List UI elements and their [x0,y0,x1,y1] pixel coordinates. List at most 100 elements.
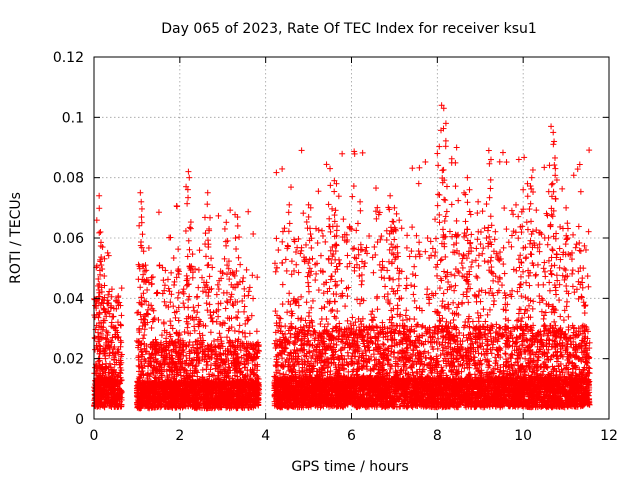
data-point [118,339,125,346]
data-point [411,263,418,270]
data-point [111,403,118,410]
data-point [224,299,231,306]
data-point [216,330,223,337]
data-point [213,291,220,298]
data-point [102,399,109,406]
data-point [359,277,366,284]
data-point [215,286,222,293]
data-point [491,297,498,304]
data-point [105,299,112,306]
data-point [149,274,156,281]
data-point [315,188,322,195]
data-point [513,201,520,208]
data-point [164,276,171,283]
data-point [403,275,410,282]
data-point [173,202,180,209]
data-point [313,225,320,232]
data-point [103,313,110,320]
data-point [235,308,242,315]
data-point [115,294,122,301]
data-point [155,209,162,216]
data-point [105,252,112,259]
data-point [491,236,498,243]
data-point [175,289,182,296]
data-point [109,349,116,356]
data-point [114,373,121,380]
data-point [308,244,315,251]
data-point [523,219,530,226]
data-point [99,372,106,379]
data-point [541,234,548,241]
data-point [101,306,108,313]
data-point [250,295,257,302]
data-point [413,304,420,311]
data-point [246,284,253,291]
data-point [195,266,202,273]
data-point [168,269,175,276]
data-point [118,353,125,360]
data-point [317,252,324,259]
data-point [103,365,110,372]
data-point [160,277,167,284]
data-point [411,283,418,290]
data-point [409,271,416,278]
data-point [584,273,591,280]
data-point [170,254,177,261]
data-point [92,302,99,309]
data-point [191,327,198,334]
data-point [98,399,105,406]
data-point [108,319,115,326]
data-point [245,208,252,215]
data-point [161,282,168,289]
data-point [353,227,360,234]
data-point [245,292,252,299]
data-point [359,149,366,156]
data-point [195,284,202,291]
data-point [451,272,458,279]
data-point [113,305,120,312]
data-point [115,302,122,309]
data-point [91,334,98,341]
data-point [96,336,103,343]
data-point [104,249,111,256]
data-point [241,308,248,315]
data-point [502,350,509,357]
data-point [243,266,250,273]
data-point [172,314,179,321]
data-point [114,348,121,355]
data-point [253,328,260,335]
data-point [279,165,286,172]
data-point [395,282,402,289]
data-point [576,247,583,254]
data-point [250,230,257,237]
data-point [215,212,222,219]
data-point [105,308,112,315]
data-point [368,311,375,318]
data-point [475,252,482,259]
data-point [108,302,115,309]
data-point [159,290,166,297]
data-point [409,165,416,172]
data-point [103,397,110,404]
data-point [100,386,107,393]
data-point [95,286,102,293]
data-point [107,337,114,344]
data-point [288,258,295,265]
data-point [166,234,173,241]
data-point [241,303,248,310]
data-point [115,403,122,410]
data-point [279,281,286,288]
data-point [521,154,528,161]
data-point [440,290,447,297]
data-point [564,225,571,232]
data-point [191,307,198,314]
data-point [196,247,203,254]
data-points [91,102,593,412]
data-point [240,274,247,281]
data-point [446,228,453,235]
data-point [384,267,391,274]
data-point [236,322,243,329]
data-point [148,324,155,331]
data-point [514,317,521,324]
data-point [167,318,174,325]
